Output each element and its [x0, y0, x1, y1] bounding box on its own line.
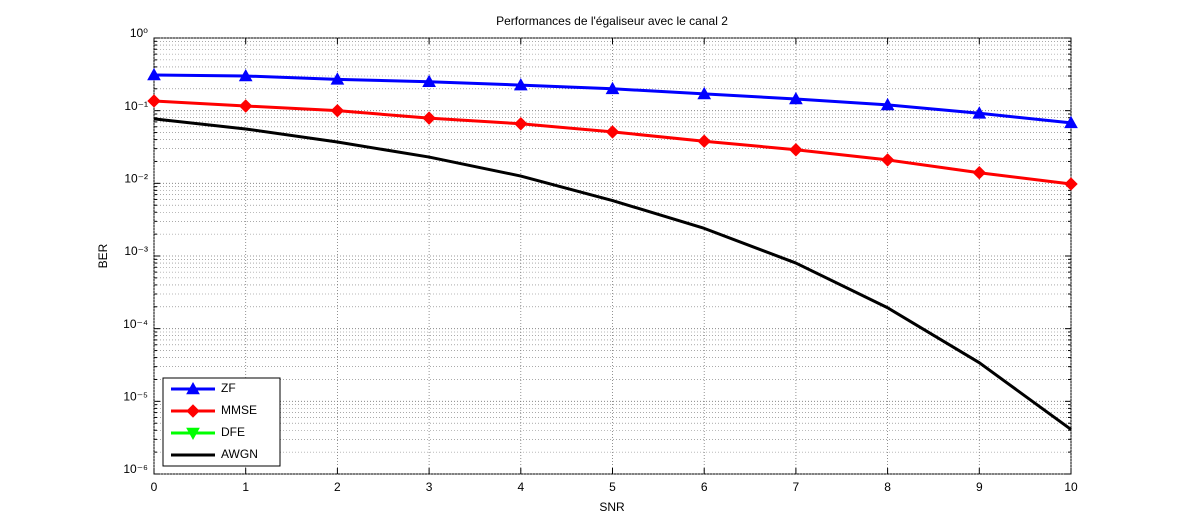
legend-label: ZF	[221, 381, 236, 395]
x-tick-label: 1	[242, 480, 249, 494]
legend-box	[162, 377, 281, 467]
legend-label: MMSE	[221, 403, 257, 417]
marker	[697, 86, 712, 100]
marker	[422, 74, 436, 88]
x-tick-label: 3	[426, 480, 433, 494]
marker	[186, 404, 200, 418]
y-tick-label: 10⁻¹	[124, 99, 148, 113]
marker	[514, 117, 528, 131]
series-line	[153, 117, 1072, 431]
marker	[238, 68, 253, 82]
marker	[789, 143, 803, 157]
marker	[186, 381, 200, 395]
y-tick-label: 10⁻⁶	[123, 462, 148, 476]
marker	[972, 166, 987, 180]
marker	[513, 78, 528, 91]
legend-label: AWGN	[221, 447, 258, 461]
marker	[972, 106, 987, 119]
marker	[1064, 177, 1078, 191]
x-tick-label: 7	[793, 480, 800, 494]
plot-area	[153, 37, 1072, 475]
x-tick-label: 2	[334, 480, 341, 494]
x-tick-label: 6	[701, 480, 708, 494]
marker	[789, 91, 803, 105]
marker	[147, 94, 161, 108]
y-tick-label: 10⁻⁵	[123, 390, 148, 404]
marker	[1064, 115, 1078, 129]
marker	[186, 427, 200, 441]
y-tick-label: 10⁻²	[124, 172, 148, 186]
y-tick-label: 10⁻³	[124, 244, 148, 258]
y-tick-label: 10⁻⁴	[123, 317, 148, 331]
marker	[147, 67, 161, 81]
y-axis-label: BER	[96, 243, 110, 268]
marker	[605, 125, 620, 139]
marker	[330, 72, 345, 85]
marker	[422, 111, 436, 125]
marker	[880, 97, 895, 111]
x-tick-label: 0	[151, 480, 158, 494]
x-tick-label: 8	[884, 480, 891, 494]
x-axis-label: SNR	[599, 500, 625, 514]
chart-title: Performances de l'égaliseur avec le cana…	[496, 14, 728, 28]
marker	[697, 134, 711, 148]
x-tick-label: 4	[517, 480, 524, 494]
x-tick-label: 5	[609, 480, 616, 494]
marker	[330, 103, 345, 118]
x-tick-label: 9	[976, 480, 983, 494]
y-tick-label: 10⁰	[130, 26, 148, 40]
marker	[880, 153, 895, 167]
legend-label: DFE	[221, 425, 245, 439]
marker	[238, 99, 253, 113]
x-tick-label: 10	[1064, 480, 1078, 494]
marker	[605, 81, 620, 95]
